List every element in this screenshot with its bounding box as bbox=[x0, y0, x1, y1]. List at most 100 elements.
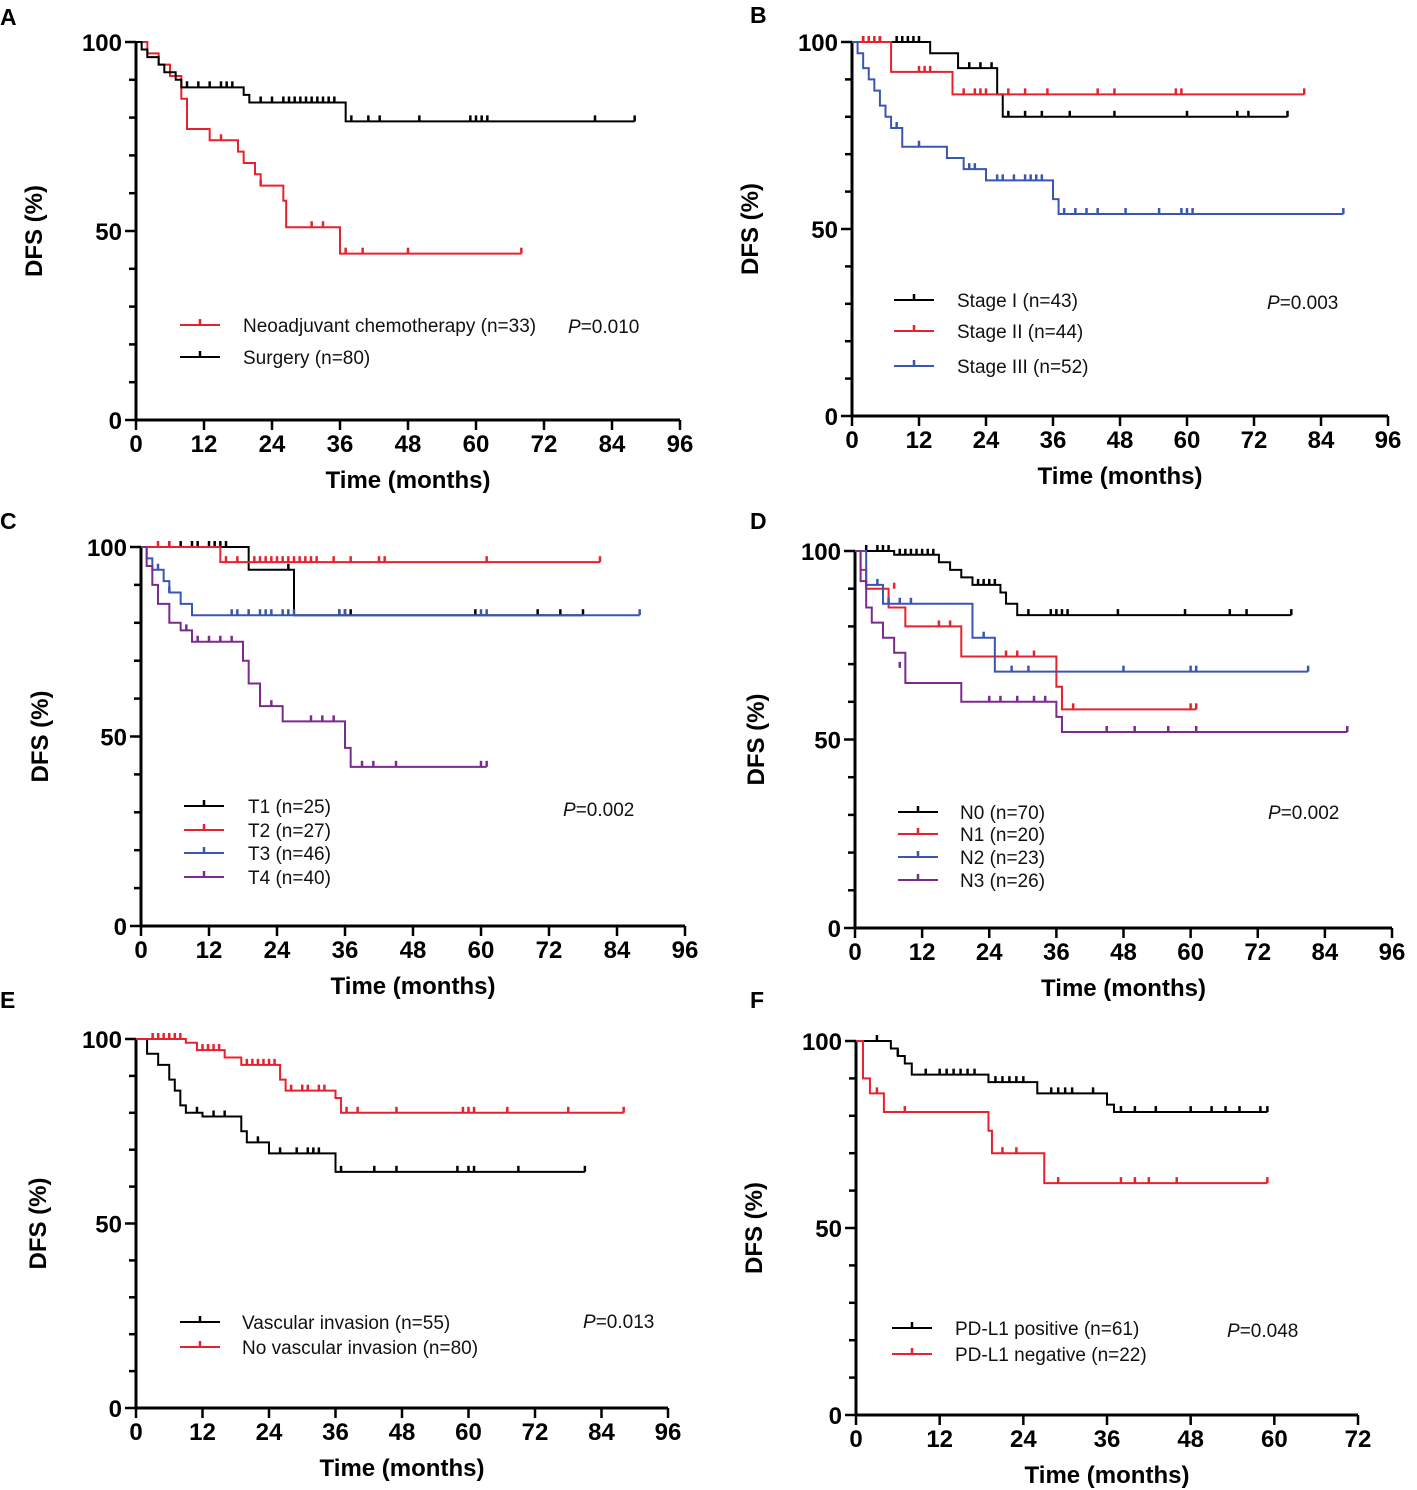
x-tick-label: 60 bbox=[1174, 427, 1201, 454]
y-tick-label: 100 bbox=[82, 1027, 122, 1054]
x-tick-label: 72 bbox=[536, 937, 563, 964]
legend-label: Vascular invasion (n=55) bbox=[242, 1313, 450, 1334]
x-tick-label: 48 bbox=[1107, 427, 1134, 454]
y-axis-label: DFS (%) bbox=[21, 185, 48, 277]
x-tick-label: 96 bbox=[1375, 427, 1402, 454]
km-curve-3 bbox=[141, 546, 640, 617]
p-value-symbol: P bbox=[568, 317, 581, 338]
km-curve-2 bbox=[852, 41, 1305, 96]
p-value-number: =0.048 bbox=[1240, 1321, 1299, 1342]
legend-label: Surgery (n=80) bbox=[243, 348, 370, 369]
legend-label: Stage III (n=52) bbox=[957, 357, 1089, 378]
legend-label: T3 (n=46) bbox=[248, 844, 331, 865]
y-tick-label: 0 bbox=[109, 1396, 122, 1423]
x-axis-label: Time (months) bbox=[326, 467, 491, 494]
x-axis-label: Time (months) bbox=[331, 973, 496, 1000]
y-axis-label: DFS (%) bbox=[743, 694, 770, 786]
x-tick-label: 24 bbox=[973, 427, 1000, 454]
km-curve-4 bbox=[141, 546, 487, 768]
y-tick-label: 50 bbox=[95, 219, 122, 246]
x-tick-label: 12 bbox=[906, 427, 933, 454]
y-tick-label: 0 bbox=[829, 1403, 842, 1430]
panel-letter: F bbox=[750, 987, 764, 1013]
x-tick-label: 36 bbox=[1043, 939, 1070, 966]
legend-label: N2 (n=23) bbox=[960, 848, 1045, 869]
km-curve-2 bbox=[855, 550, 1197, 711]
y-tick-label: 50 bbox=[815, 1216, 842, 1243]
x-tick-label: 36 bbox=[327, 431, 354, 458]
x-tick-label: 0 bbox=[849, 1426, 862, 1453]
p-value: P=0.010 bbox=[568, 317, 639, 338]
p-value-number: =0.002 bbox=[576, 800, 635, 821]
p-value-symbol: P bbox=[583, 1312, 596, 1333]
x-tick-label: 84 bbox=[604, 937, 631, 964]
legend-label: N3 (n=26) bbox=[960, 871, 1045, 892]
p-value: P=0.003 bbox=[1267, 293, 1338, 314]
x-tick-label: 24 bbox=[976, 939, 1003, 966]
legend-label: T2 (n=27) bbox=[248, 821, 331, 842]
x-tick-label: 48 bbox=[1110, 939, 1137, 966]
p-value-symbol: P bbox=[1268, 803, 1281, 824]
p-value: P=0.048 bbox=[1227, 1321, 1298, 1342]
y-axis-label: DFS (%) bbox=[737, 183, 764, 275]
legend-label: Stage I (n=43) bbox=[957, 291, 1078, 312]
y-tick-label: 100 bbox=[802, 1029, 842, 1056]
x-tick-label: 60 bbox=[463, 431, 490, 458]
y-tick-label: 0 bbox=[109, 408, 122, 435]
km-curve-3 bbox=[852, 41, 1344, 216]
x-tick-label: 60 bbox=[468, 937, 495, 964]
y-tick-label: 50 bbox=[95, 1212, 122, 1239]
p-value: P=0.002 bbox=[563, 800, 634, 821]
km-curve-1 bbox=[856, 1040, 1268, 1114]
panel-a: A 0 50 100 0 12 24 36 48 60 72 84 96 Time (months) DFS… bbox=[0, 4, 693, 494]
x-tick-label: 0 bbox=[129, 1419, 142, 1446]
legend-label: PD-L1 positive (n=61) bbox=[955, 1319, 1139, 1340]
p-value-symbol: P bbox=[1267, 293, 1280, 314]
x-tick-label: 48 bbox=[395, 431, 422, 458]
x-tick-label: 48 bbox=[389, 1419, 416, 1446]
x-tick-label: 60 bbox=[455, 1419, 482, 1446]
panel-f: F 0 50 100 0 12 24 36 48 60 72 Time (months) DFS (%)… bbox=[741, 987, 1371, 1489]
legend-label: No vascular invasion (n=80) bbox=[242, 1338, 478, 1359]
p-value: P=0.002 bbox=[1268, 803, 1339, 824]
x-tick-label: 12 bbox=[191, 431, 218, 458]
panel-letter: E bbox=[0, 987, 15, 1013]
y-axis-label: DFS (%) bbox=[25, 1178, 52, 1270]
x-axis-label: Time (months) bbox=[1025, 1462, 1190, 1489]
p-value-number: =0.010 bbox=[581, 317, 640, 338]
x-tick-label: 72 bbox=[531, 431, 558, 458]
p-value: P=0.013 bbox=[583, 1312, 654, 1333]
y-tick-label: 0 bbox=[828, 916, 841, 943]
x-tick-label: 48 bbox=[1177, 1426, 1204, 1453]
x-tick-label: 84 bbox=[1312, 939, 1339, 966]
x-tick-label: 36 bbox=[1040, 427, 1067, 454]
km-curve-1 bbox=[136, 41, 522, 255]
y-tick-label: 50 bbox=[811, 217, 838, 244]
panel-c: C 0 50 100 0 12 24 36 48 60 72 84 96 Time (months) DFS… bbox=[0, 508, 698, 1000]
x-tick-label: 60 bbox=[1261, 1426, 1288, 1453]
x-axis-label: Time (months) bbox=[320, 1455, 485, 1482]
x-tick-label: 0 bbox=[134, 937, 147, 964]
y-tick-label: 100 bbox=[87, 535, 127, 562]
x-tick-label: 12 bbox=[926, 1426, 953, 1453]
p-value-number: =0.013 bbox=[596, 1312, 655, 1333]
x-tick-label: 84 bbox=[599, 431, 626, 458]
legend-label: N0 (n=70) bbox=[960, 803, 1045, 824]
y-tick-label: 100 bbox=[82, 30, 122, 57]
x-tick-label: 36 bbox=[332, 937, 359, 964]
panel-letter: D bbox=[750, 508, 767, 534]
y-tick-label: 50 bbox=[100, 725, 127, 752]
x-tick-label: 72 bbox=[1244, 939, 1271, 966]
x-tick-label: 96 bbox=[1379, 939, 1406, 966]
panel-letter: A bbox=[0, 4, 17, 30]
y-tick-label: 50 bbox=[814, 728, 841, 755]
x-tick-label: 72 bbox=[1241, 427, 1268, 454]
x-tick-label: 12 bbox=[189, 1419, 216, 1446]
legend-label: Neoadjuvant chemotherapy (n=33) bbox=[243, 316, 536, 337]
x-tick-label: 0 bbox=[845, 427, 858, 454]
legend-label: PD-L1 negative (n=22) bbox=[955, 1345, 1147, 1366]
x-tick-label: 48 bbox=[400, 937, 427, 964]
x-tick-label: 24 bbox=[259, 431, 286, 458]
p-value-number: =0.002 bbox=[1281, 803, 1340, 824]
panel-letter: C bbox=[0, 508, 17, 534]
